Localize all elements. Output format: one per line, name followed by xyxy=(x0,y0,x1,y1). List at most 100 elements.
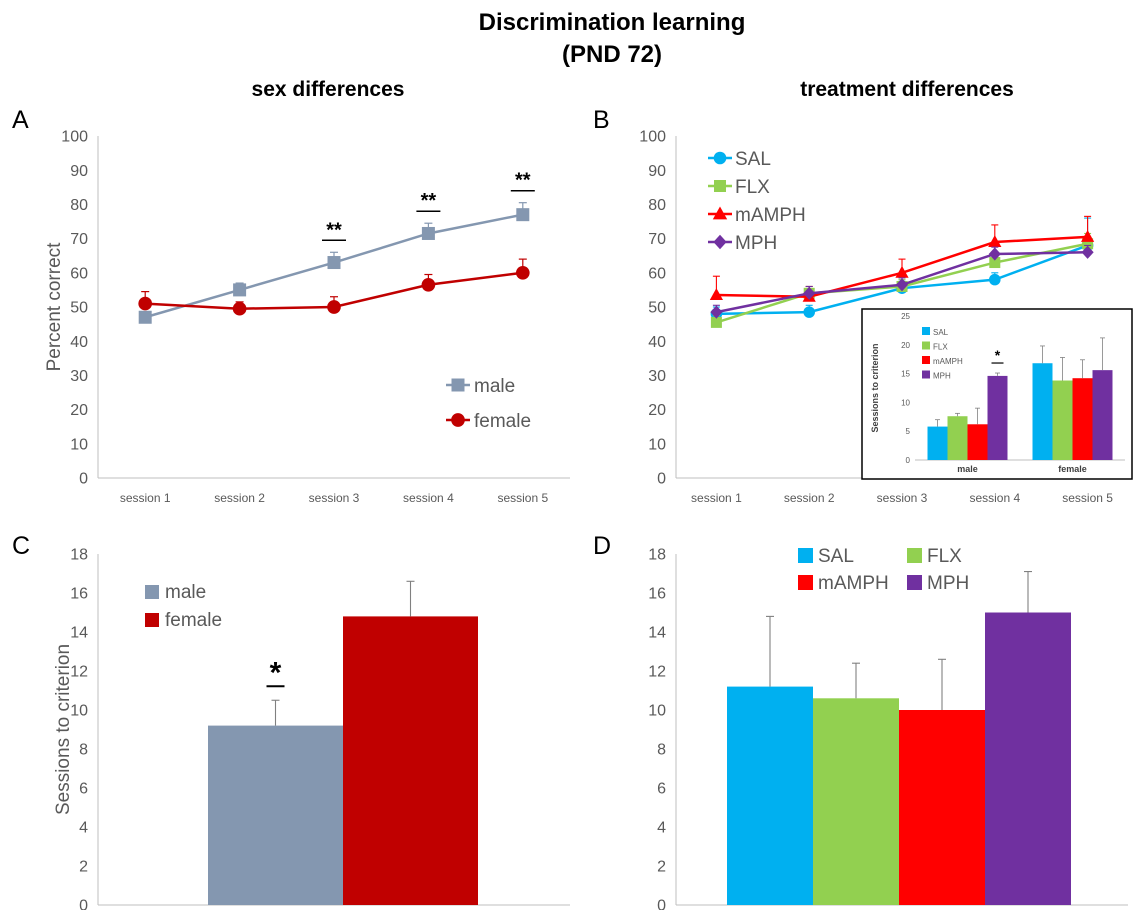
panel-b-inset-legend-label-mph: MPH xyxy=(933,372,951,381)
panel-c-y-tick-label: 4 xyxy=(79,820,88,837)
panel-b-y-tick-label: 60 xyxy=(648,265,666,282)
panel-d-legend-swatch-mamph xyxy=(798,575,813,590)
panel-d-y-tick-label: 12 xyxy=(648,664,666,681)
panel-d-bar-mph xyxy=(985,612,1071,905)
panel-b-point-mph xyxy=(895,278,909,292)
panel-d-legend-label-mph: MPH xyxy=(927,573,969,594)
panel-b-legend-marker-mph xyxy=(713,234,727,250)
figure-title-line1: Discrimination learning xyxy=(479,9,746,36)
panel-a-x-tick-label: session 1 xyxy=(120,491,171,505)
figure-title-line2: (PND 72) xyxy=(562,41,662,68)
panel-d-y-tick-label: 10 xyxy=(648,703,666,720)
panel-d-legend-swatch-mph xyxy=(907,575,922,590)
panel-b-point-mamph xyxy=(1081,230,1095,242)
panel-b-point-mph xyxy=(710,305,723,319)
panel-a-y-tick-label: 50 xyxy=(70,300,88,317)
panel-b-inset-bar-sal xyxy=(1032,363,1053,460)
panel-a-point-male xyxy=(327,256,341,270)
panel-b-legend-label-mamph: mAMPH xyxy=(735,205,806,226)
panel-b-point-flx xyxy=(1082,238,1094,250)
panel-d-bar-flx xyxy=(813,698,899,905)
panel-a-y-tick-label: 30 xyxy=(70,368,88,385)
panel-b-y-tick-label: 100 xyxy=(639,129,666,146)
panel-a-legend-marker-male xyxy=(451,378,465,392)
panel-d-y-tick-label: 18 xyxy=(648,547,666,564)
panel-c: C 0 2 4 6 8 10 12 14 16 18 Sessions to criterion * ma… xyxy=(12,532,570,910)
panel-b-y-tick-label: 10 xyxy=(648,436,666,453)
panel-c-legend-swatch-male xyxy=(145,585,159,599)
panel-a: A 0 10 20 30 40 50 60 70 80 90 100 session 1 session … xyxy=(12,106,570,505)
panel-b-inset-legend-swatch-sal xyxy=(922,327,930,335)
panel-b-inset-legend-label-mamph: mAMPH xyxy=(933,357,963,366)
panel-b-x-tick-label: session 2 xyxy=(784,491,835,505)
panel-b-legend-marker-mamph xyxy=(712,206,728,220)
panel-a-y-tick-label: 100 xyxy=(61,129,88,146)
right-heading: treatment differences xyxy=(800,78,1014,101)
panel-d-legend-label-flx: FLX xyxy=(927,546,962,567)
panel-c-letter: C xyxy=(12,532,30,560)
panel-a-point-female xyxy=(327,300,341,314)
panel-b-point-mamph xyxy=(709,288,723,300)
panel-b-inset-y-tick-label: 10 xyxy=(901,398,910,407)
panel-b-point-flx xyxy=(710,316,722,328)
panel-a-legend-label-male: male xyxy=(474,376,515,397)
panel-a-y-tick-label: 80 xyxy=(70,197,88,214)
panel-b-inset-legend-label-sal: SAL xyxy=(933,328,949,337)
panel-d-legend-label-mamph: mAMPH xyxy=(818,573,889,594)
panel-c-y-axis-label: Sessions to criterion xyxy=(53,644,74,815)
panel-b-inset: 0 5 10 15 20 25 Sessions to criterion male femal… xyxy=(861,308,1133,480)
panel-a-x-tick-label: session 4 xyxy=(403,491,454,505)
panel-b-inset-x-tick-label: female xyxy=(1058,464,1087,474)
panel-a-x-tick-label: session 2 xyxy=(214,491,265,505)
panel-d-y-tick-label: 16 xyxy=(648,586,666,603)
panel-b-inset-y-tick-label: 5 xyxy=(906,427,911,436)
panel-a-y-tick-label: 0 xyxy=(79,471,88,488)
panel-b-legend-marker-sal xyxy=(713,151,727,165)
panel-a-y-tick-label: 90 xyxy=(70,163,88,180)
panel-b-x-tick-label: session 5 xyxy=(1062,491,1113,505)
panel-b-inset-x-tick-label: male xyxy=(957,464,978,474)
panel-b-legend-label-flx: FLX xyxy=(735,177,770,198)
panel-d-y-tick-label: 6 xyxy=(657,781,666,798)
panel-d-bar-mamph xyxy=(899,710,985,905)
panel-a-x-tick-label: session 3 xyxy=(309,491,360,505)
panel-c-bar-female xyxy=(343,616,478,905)
panel-a-point-female xyxy=(232,301,247,316)
panel-b-inset-legend-swatch-flx xyxy=(922,341,930,350)
panel-c-bar-male xyxy=(208,725,343,905)
panel-b-y-tick-label: 70 xyxy=(648,231,666,248)
panel-d-legend-swatch-sal xyxy=(798,548,813,563)
panel-b-inset-significance-label: * xyxy=(995,347,1001,363)
panel-a-point-female xyxy=(515,265,530,280)
panel-d-y-tick-label: 2 xyxy=(657,859,666,876)
panel-a-y-tick-label: 20 xyxy=(70,402,88,419)
panel-a-point-female xyxy=(138,296,153,311)
panel-c-y-tick-label: 8 xyxy=(79,742,88,759)
panel-b-inset-bar-mph xyxy=(987,375,1008,460)
panel-b-point-mph xyxy=(1081,245,1094,259)
panel-b-legend-label-sal: SAL xyxy=(735,149,771,170)
panel-b-y-tick-label: 30 xyxy=(648,368,666,385)
panel-b-point-sal xyxy=(989,273,1001,286)
panel-d-legend-swatch-flx xyxy=(907,548,922,563)
panel-a-significance-label: ** xyxy=(326,219,342,241)
panel-b-point-flx xyxy=(989,257,1001,269)
panel-c-y-tick-label: 10 xyxy=(70,703,88,720)
panel-c-y-tick-label: 6 xyxy=(79,781,88,798)
panel-d-y-tick-label: 0 xyxy=(657,898,666,910)
panel-a-legend-label-female: female xyxy=(474,411,531,432)
panel-b-y-tick-label: 40 xyxy=(648,334,666,351)
panel-a-x-tick-label: session 5 xyxy=(497,491,548,505)
panel-a-point-male xyxy=(516,208,530,222)
panel-b-x-tick-label: session 4 xyxy=(969,491,1020,505)
panel-c-y-tick-label: 14 xyxy=(70,625,88,642)
panel-b-inset-bar-mamph xyxy=(967,424,988,460)
panel-c-y-tick-label: 0 xyxy=(79,898,88,910)
panel-b-inset-legend-label-flx: FLX xyxy=(933,343,948,352)
panel-b-inset-bar-flx xyxy=(947,416,968,460)
panel-b-inset-y-tick-label: 15 xyxy=(901,370,910,379)
panel-a-legend-marker-female xyxy=(451,413,465,427)
panel-a-letter: A xyxy=(12,106,29,134)
